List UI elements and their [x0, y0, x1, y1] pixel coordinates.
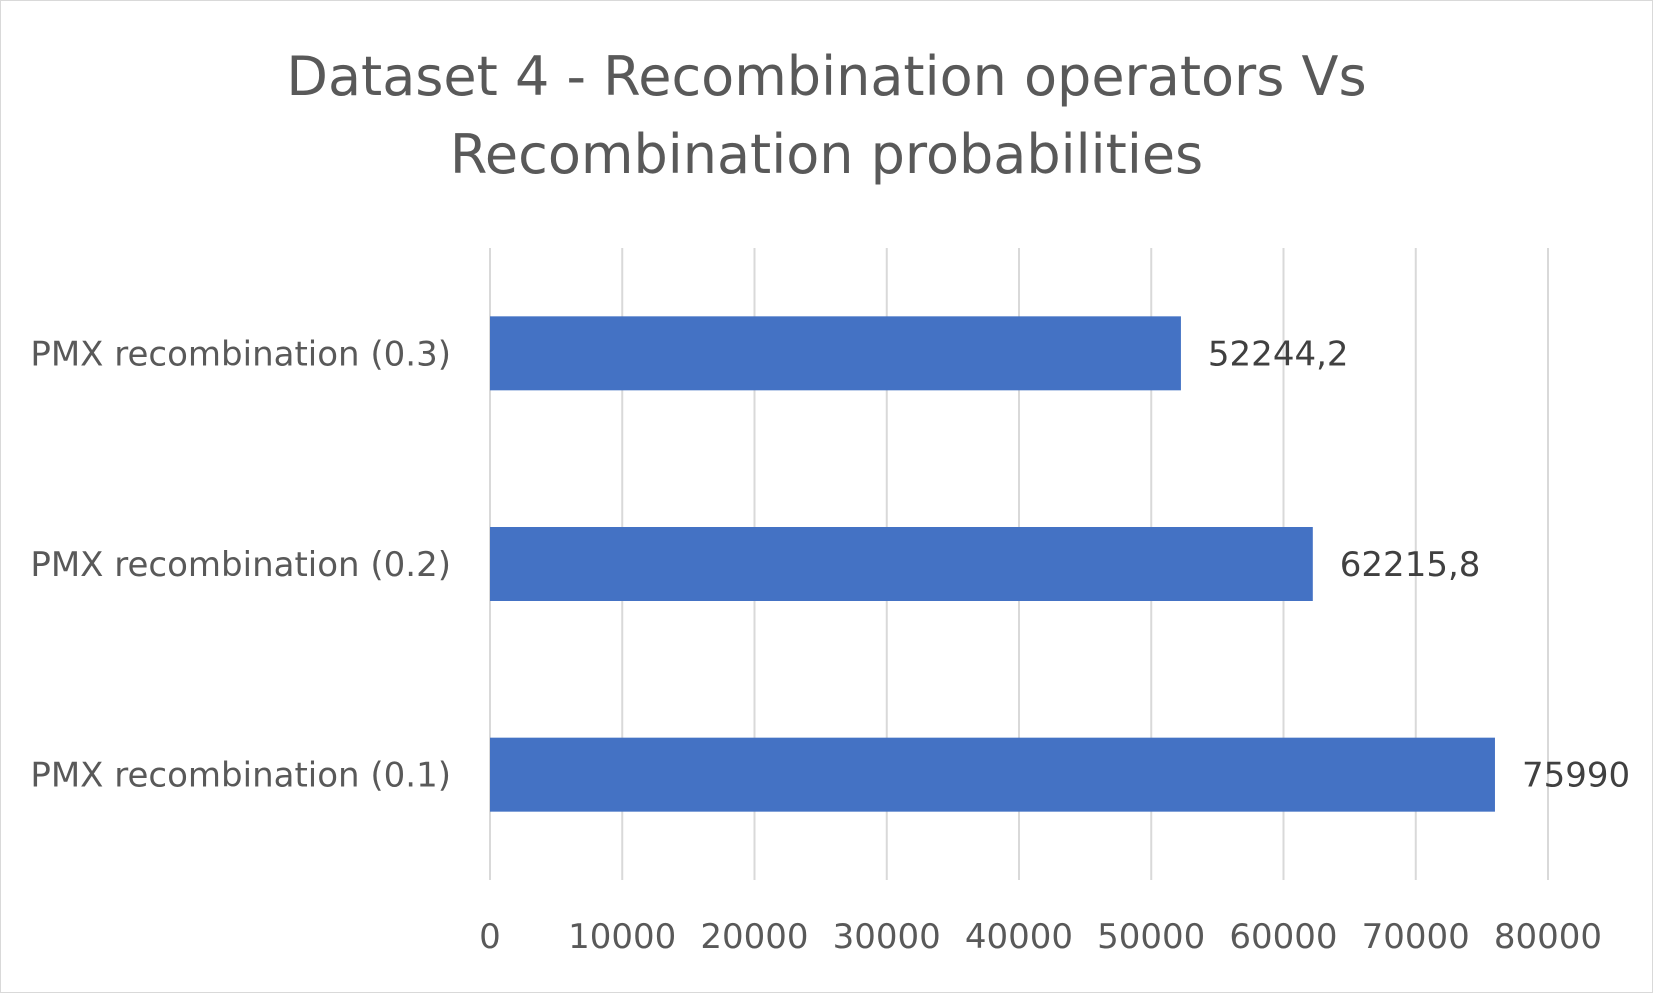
x-tick-label: 80000 [1494, 917, 1602, 957]
category-labels: PMX recombination (0.3) PMX recombination… [30, 334, 451, 795]
data-label: 62215,8 [1340, 545, 1481, 585]
data-labels: 52244,2 62215,8 75990 [1208, 334, 1630, 795]
x-tick-label: 50000 [1097, 917, 1205, 957]
category-label: PMX recombination (0.1) [30, 756, 451, 796]
x-tick-label: 30000 [833, 917, 941, 957]
bar [490, 737, 1495, 812]
category-label: PMX recombination (0.3) [30, 334, 451, 374]
chart-title-line-1: Dataset 4 - Recombination operators Vs [286, 45, 1367, 108]
x-tick-label: 60000 [1229, 917, 1337, 957]
chart-title: Dataset 4 - Recombination operators Vs R… [0, 38, 1653, 194]
x-tick-label: 70000 [1362, 917, 1470, 957]
x-axis-tick-labels: 0 10000 20000 30000 40000 50000 60000 70000 8000… [479, 917, 1602, 957]
x-tick-label: 0 [479, 917, 501, 957]
x-tick-label: 10000 [568, 917, 676, 957]
bar [490, 527, 1313, 601]
bars [490, 316, 1495, 812]
chart-title-line-2: Recombination probabilities [449, 123, 1204, 186]
x-tick-label: 20000 [700, 917, 808, 957]
category-label: PMX recombination (0.2) [30, 545, 451, 585]
x-tick-label: 40000 [965, 917, 1073, 957]
data-label: 75990 [1522, 756, 1630, 796]
bar [490, 316, 1181, 391]
data-label: 52244,2 [1208, 334, 1349, 374]
